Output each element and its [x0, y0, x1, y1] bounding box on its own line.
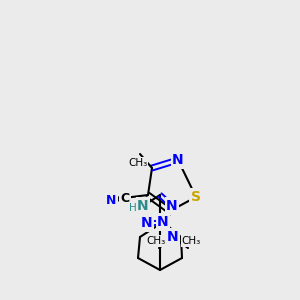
Text: N: N	[137, 199, 149, 213]
Text: CH₃: CH₃	[146, 236, 166, 246]
Text: CH₃: CH₃	[182, 236, 201, 246]
Text: H: H	[129, 203, 137, 213]
Text: C: C	[120, 191, 130, 205]
Text: N: N	[172, 153, 184, 167]
Text: N: N	[157, 215, 169, 229]
Text: N: N	[167, 230, 179, 244]
Text: N: N	[166, 199, 178, 213]
Text: N: N	[141, 216, 153, 230]
Text: S: S	[191, 190, 201, 204]
Text: CH₃: CH₃	[128, 158, 148, 168]
Text: N: N	[106, 194, 116, 206]
